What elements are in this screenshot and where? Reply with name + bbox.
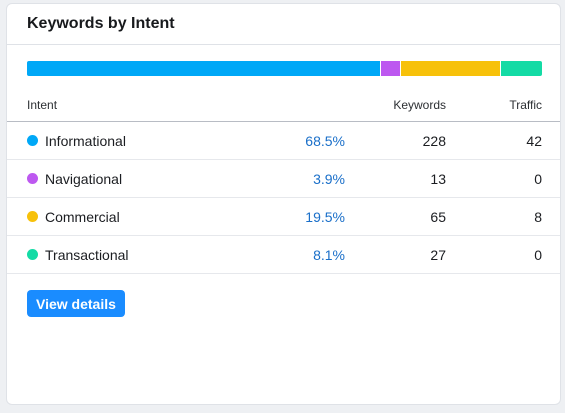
informational-dot-icon: [27, 135, 38, 146]
card-title: Keywords by Intent: [27, 15, 175, 32]
traffic-informational: 42: [526, 132, 542, 149]
table-row: Informational 68.5% 228 42: [7, 122, 560, 160]
traffic-transactional: 0: [534, 246, 542, 263]
intent-label-navigational: Navigational: [45, 170, 123, 187]
navigational-dot-icon: [27, 173, 38, 184]
column-header-traffic[interactable]: Traffic: [509, 97, 542, 112]
share-navigational[interactable]: 3.9%: [313, 170, 345, 187]
column-header-keywords[interactable]: Keywords: [393, 97, 446, 112]
traffic-navigational: 0: [534, 170, 542, 187]
table-row: Commercial 19.5% 65 8: [7, 198, 560, 236]
intent-table: Intent Keywords Traffic Informational 68…: [7, 88, 560, 274]
share-commercial[interactable]: 19.5%: [305, 208, 345, 225]
keywords-transactional: 27: [430, 246, 446, 263]
table-header: Intent Keywords Traffic: [7, 88, 560, 122]
table-row: Transactional 8.1% 27 0: [7, 236, 560, 274]
share-transactional[interactable]: 8.1%: [313, 246, 345, 263]
transactional-dot-icon: [27, 249, 38, 260]
keywords-navigational: 13: [430, 170, 446, 187]
commercial-dot-icon: [27, 211, 38, 222]
card-header: Keywords by Intent: [7, 4, 560, 45]
bar-segment-transactional[interactable]: [500, 61, 542, 76]
keywords-informational: 228: [422, 132, 446, 149]
table-row: Navigational 3.9% 13 0: [7, 160, 560, 198]
traffic-commercial: 8: [534, 208, 542, 225]
view-details-button[interactable]: View details: [27, 290, 125, 317]
bar-segment-informational[interactable]: [27, 61, 380, 76]
intent-distribution-bar: [27, 61, 542, 76]
keywords-by-intent-card: Keywords by Intent Intent Keywords Traff…: [6, 3, 561, 405]
bar-segment-commercial[interactable]: [399, 61, 501, 76]
share-informational[interactable]: 68.5%: [305, 132, 345, 149]
keywords-commercial: 65: [430, 208, 446, 225]
column-header-intent: Intent: [27, 97, 58, 112]
intent-label-transactional: Transactional: [45, 246, 129, 263]
intent-label-commercial: Commercial: [45, 208, 120, 225]
intent-label-informational: Informational: [45, 132, 126, 149]
bar-segment-navigational[interactable]: [379, 61, 400, 76]
